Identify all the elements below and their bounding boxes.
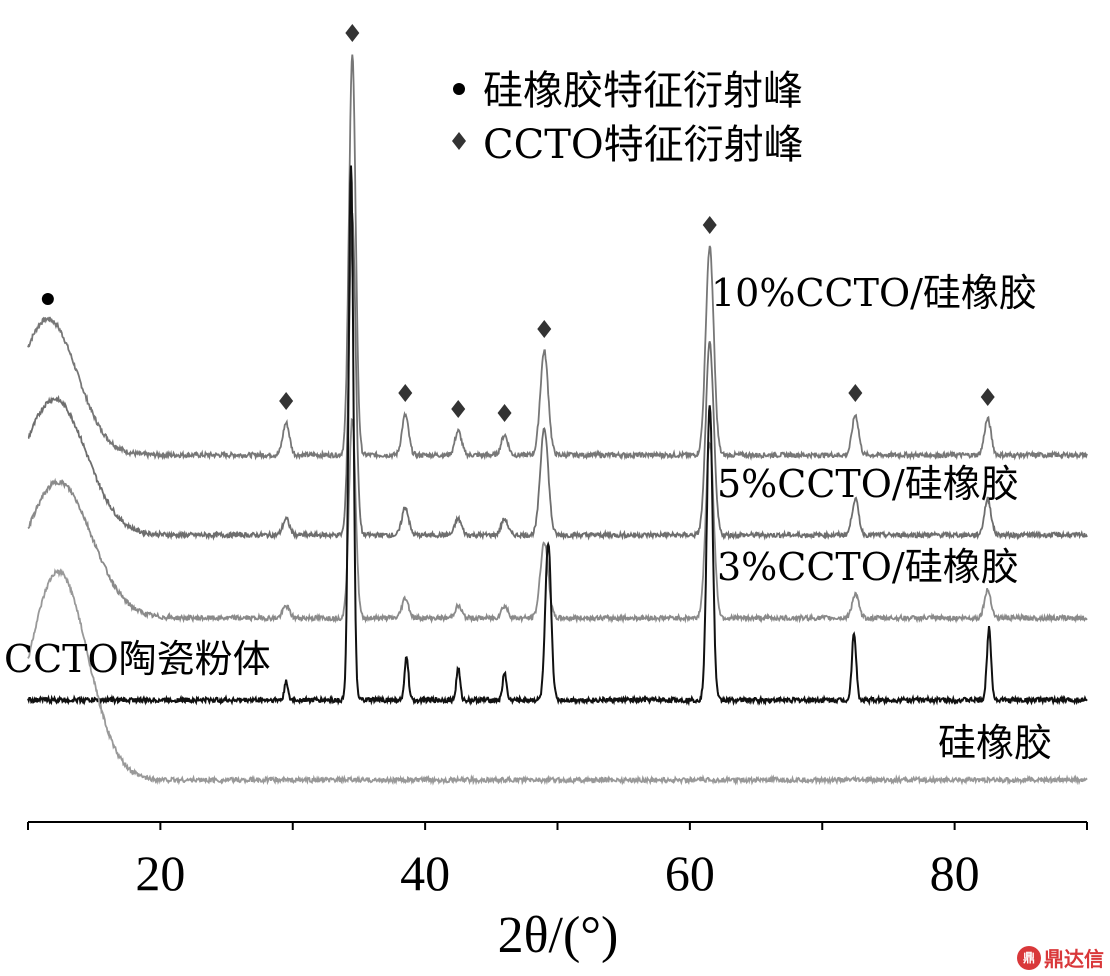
series-line-0 — [27, 54, 1088, 461]
ccto-peak-marker — [398, 384, 413, 402]
ccto-peak-marker — [497, 404, 512, 422]
ccto-peak-marker — [848, 384, 863, 402]
ccto-peak-marker — [345, 24, 360, 42]
legend-label-ccto: CCTO特征衍射峰 — [483, 122, 804, 168]
ccto-peak-marker — [702, 216, 717, 234]
series-line-2 — [27, 417, 1088, 624]
legend-diamond-marker — [452, 132, 466, 150]
x-tick-label: 40 — [400, 845, 450, 901]
ccto-peak-marker — [980, 388, 995, 406]
legend-label-silicone: 硅橡胶特征衍射峰 — [483, 68, 803, 114]
watermark: 鼎 鼎达信 — [1017, 943, 1104, 972]
x-tick-label: 20 — [135, 845, 185, 901]
x-tick-label: 60 — [665, 845, 715, 901]
series-label-10pct: 10%CCTO/硅橡胶 — [711, 271, 1037, 315]
series-label-ccto-powder: CCTO陶瓷粉体 — [4, 637, 271, 681]
silicone-peak-marker — [41, 293, 54, 305]
series-line-3 — [27, 165, 1088, 707]
legend-circle-marker — [453, 83, 465, 95]
x-axis: 20 40 60 80 — [27, 821, 1088, 901]
series-layer — [27, 54, 1088, 786]
series-line-4 — [27, 568, 1088, 786]
series-label-silicone: 硅橡胶 — [938, 721, 1052, 765]
peak-marker-layer — [41, 24, 995, 422]
x-axis-label: 2θ/(°) — [498, 907, 619, 964]
legend: 硅橡胶特征衍射峰 CCTO特征衍射峰 — [452, 68, 804, 168]
watermark-logo-icon: 鼎 — [1017, 945, 1041, 970]
watermark-text: 鼎达信 — [1044, 947, 1104, 971]
series-label-5pct: 5%CCTO/硅橡胶 — [717, 462, 1019, 506]
ccto-peak-marker — [279, 392, 294, 410]
series-label-3pct: 3%CCTO/硅橡胶 — [717, 545, 1019, 589]
ccto-peak-marker — [451, 400, 466, 418]
x-tick-label: 80 — [930, 845, 980, 901]
ccto-peak-marker — [537, 320, 552, 338]
series-line-1 — [27, 212, 1088, 541]
